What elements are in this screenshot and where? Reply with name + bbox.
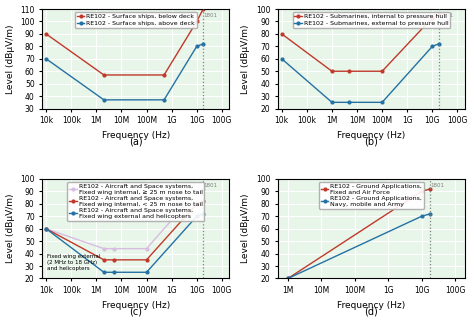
RE102 - Submarines, internal to pressure hull	[436, 12, 442, 16]
Legend: RE102 - Surface ships, below deck, RE102 - Surface ships, above deck: RE102 - Surface ships, below deck, RE102…	[75, 12, 197, 28]
X-axis label: Frequency (Hz): Frequency (Hz)	[102, 301, 170, 310]
X-axis label: Frequency (Hz): Frequency (Hz)	[337, 131, 406, 140]
RE102 - Submarines, internal to pressure hull	[346, 69, 352, 73]
RE102 - Surface ships, above deck	[101, 98, 107, 102]
Text: 1801: 1801	[439, 13, 453, 18]
RE102 - Aircraft and Space systems,
Fixed wing internal, < 25 m nose to tail	[201, 200, 206, 203]
RE102 - Submarines, internal to pressure hull	[329, 69, 335, 73]
RE102 - Aircraft and Space systems,
Fixed wing internal, ≥ 25 m nose to tail	[201, 187, 206, 191]
RE102 - Aircraft and Space systems,
Fixed wing internal, < 25 m nose to tail	[144, 258, 149, 262]
RE102 - Aircraft and Space systems,
Fixed wing internal, ≥ 25 m nose to tail	[101, 247, 107, 251]
RE102 - Aircraft and Space systems,
Fixed wing internal, < 25 m nose to tail	[43, 227, 49, 231]
RE102 - Aircraft and Space systems,
Fixed wing internal, ≥ 25 m nose to tail	[144, 247, 149, 251]
Line: RE102 - Submarines, external to pressure hull: RE102 - Submarines, external to pressure…	[280, 42, 440, 104]
Text: Fixed wing external
(2 MHz to 18 GHz)
and helicopters: Fixed wing external (2 MHz to 18 GHz) an…	[47, 254, 100, 271]
RE102 - Ground Applications,
Navy, mobile and Army	[285, 276, 291, 280]
RE102 - Ground Applications,
Fixed and Air Force	[427, 187, 433, 191]
Y-axis label: Level (dBµV/m): Level (dBµV/m)	[6, 24, 15, 94]
RE102 - Aircraft and Space systems,
Fixed wing external and helicopters	[101, 270, 107, 274]
RE102 - Surface ships, above deck	[201, 42, 206, 46]
RE102 - Submarines, internal to pressure hull	[279, 32, 284, 36]
Line: RE102 - Surface ships, below deck: RE102 - Surface ships, below deck	[45, 8, 204, 76]
Line: RE102 - Surface ships, above deck: RE102 - Surface ships, above deck	[45, 42, 204, 101]
Text: 1801: 1801	[204, 13, 218, 18]
Text: 1801: 1801	[431, 183, 445, 188]
RE102 - Surface ships, below deck	[201, 7, 206, 11]
Line: RE102 - Submarines, internal to pressure hull: RE102 - Submarines, internal to pressure…	[280, 13, 440, 73]
RE102 - Aircraft and Space systems,
Fixed wing internal, ≥ 25 m nose to tail	[111, 247, 117, 251]
RE102 - Surface ships, below deck	[101, 73, 107, 77]
RE102 - Surface ships, below deck	[43, 32, 49, 36]
RE102 - Surface ships, above deck	[43, 57, 49, 61]
Text: (a): (a)	[129, 136, 143, 146]
RE102 - Aircraft and Space systems,
Fixed wing internal, < 25 m nose to tail	[194, 202, 200, 206]
RE102 - Aircraft and Space systems,
Fixed wing external and helicopters	[201, 212, 206, 216]
RE102 - Ground Applications,
Navy, mobile and Army	[419, 215, 424, 218]
Line: RE102 - Ground Applications,
Navy, mobile and Army: RE102 - Ground Applications, Navy, mobil…	[286, 213, 431, 280]
RE102 - Aircraft and Space systems,
Fixed wing internal, ≥ 25 m nose to tail	[194, 189, 200, 193]
X-axis label: Frequency (Hz): Frequency (Hz)	[102, 131, 170, 140]
Line: RE102 - Aircraft and Space systems,
Fixed wing internal, ≥ 25 m nose to tail: RE102 - Aircraft and Space systems, Fixe…	[45, 187, 204, 250]
RE102 - Surface ships, below deck	[194, 20, 200, 23]
RE102 - Aircraft and Space systems,
Fixed wing external and helicopters	[111, 270, 117, 274]
RE102 - Aircraft and Space systems,
Fixed wing external and helicopters	[144, 270, 149, 274]
Y-axis label: Level (dBµV/m): Level (dBµV/m)	[6, 194, 15, 263]
Legend: RE102 - Aircraft and Space systems,
Fixed wing internal, ≥ 25 m nose to tail, RE: RE102 - Aircraft and Space systems, Fixe…	[67, 182, 204, 221]
RE102 - Submarines, external to pressure hull	[379, 100, 385, 104]
RE102 - Surface ships, below deck	[161, 73, 167, 77]
Line: RE102 - Ground Applications,
Fixed and Air Force: RE102 - Ground Applications, Fixed and A…	[286, 187, 431, 280]
RE102 - Aircraft and Space systems,
Fixed wing internal, < 25 m nose to tail	[101, 258, 107, 262]
RE102 - Submarines, external to pressure hull	[346, 100, 352, 104]
Text: (b): (b)	[365, 136, 378, 146]
X-axis label: Frequency (Hz): Frequency (Hz)	[337, 301, 406, 310]
Y-axis label: Level (dBµV/m): Level (dBµV/m)	[241, 194, 250, 263]
RE102 - Aircraft and Space systems,
Fixed wing internal, < 25 m nose to tail	[111, 258, 117, 262]
Text: 1801: 1801	[204, 183, 218, 188]
RE102 - Aircraft and Space systems,
Fixed wing external and helicopters	[194, 215, 200, 218]
Text: (d): (d)	[365, 306, 378, 316]
RE102 - Submarines, external to pressure hull	[279, 57, 284, 61]
RE102 - Submarines, internal to pressure hull	[379, 69, 385, 73]
RE102 - Ground Applications,
Fixed and Air Force	[419, 189, 424, 193]
RE102 - Submarines, external to pressure hull	[329, 100, 335, 104]
Legend: RE102 - Ground Applications,
Fixed and Air Force, RE102 - Ground Applications,
N: RE102 - Ground Applications, Fixed and A…	[319, 182, 424, 209]
RE102 - Surface ships, above deck	[194, 44, 200, 48]
Line: RE102 - Aircraft and Space systems,
Fixed wing external and helicopters: RE102 - Aircraft and Space systems, Fixe…	[45, 213, 204, 274]
Legend: RE102 - Submarines, internal to pressure hull, RE102 - Submarines, external to p: RE102 - Submarines, internal to pressure…	[292, 12, 450, 28]
RE102 - Submarines, external to pressure hull	[429, 44, 435, 48]
Line: RE102 - Aircraft and Space systems,
Fixed wing internal, < 25 m nose to tail: RE102 - Aircraft and Space systems, Fixe…	[45, 200, 204, 261]
RE102 - Ground Applications,
Fixed and Air Force	[285, 276, 291, 280]
RE102 - Surface ships, above deck	[161, 98, 167, 102]
Y-axis label: Level (dBµV/m): Level (dBµV/m)	[241, 24, 250, 94]
Text: (c): (c)	[129, 306, 142, 316]
RE102 - Submarines, external to pressure hull	[436, 42, 442, 46]
RE102 - Aircraft and Space systems,
Fixed wing internal, ≥ 25 m nose to tail	[43, 227, 49, 231]
RE102 - Submarines, internal to pressure hull	[429, 16, 435, 20]
RE102 - Aircraft and Space systems,
Fixed wing external and helicopters	[43, 227, 49, 231]
RE102 - Ground Applications,
Navy, mobile and Army	[427, 212, 433, 216]
